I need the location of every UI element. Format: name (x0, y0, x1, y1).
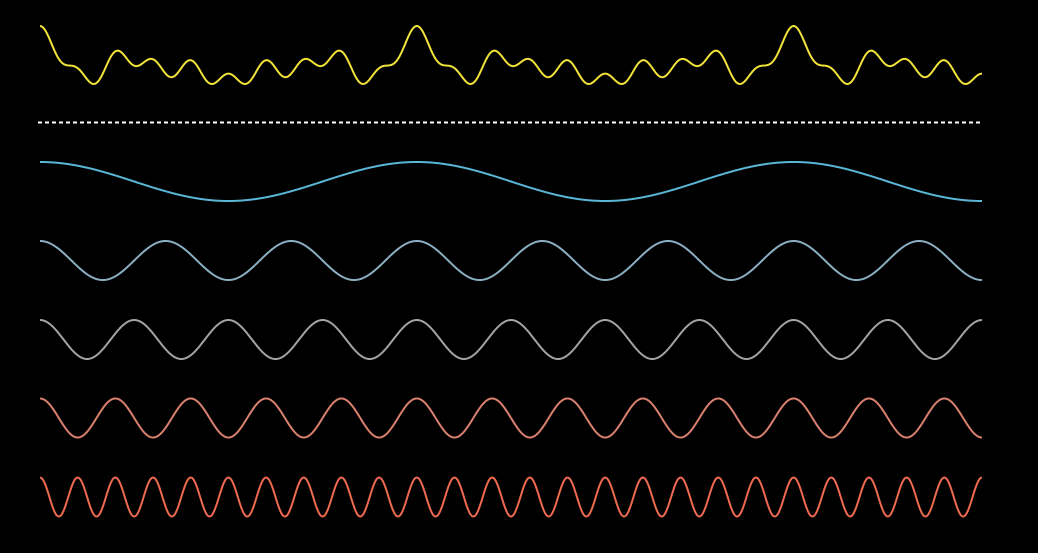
component-wave (39, 319, 983, 360)
composite-wave (39, 25, 983, 85)
component-wave (39, 476, 983, 518)
component-wave (39, 240, 983, 281)
component-wave (39, 161, 983, 202)
component-wave (39, 397, 983, 439)
